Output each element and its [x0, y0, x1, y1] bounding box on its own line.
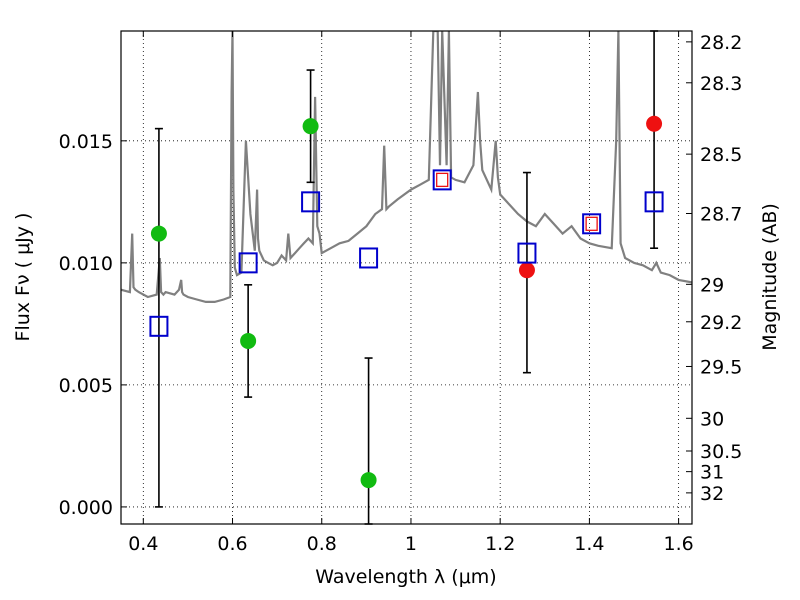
model-flux-square: [517, 242, 537, 264]
magnitude-tick-label: 28.7: [700, 203, 742, 225]
grid-lines: [121, 31, 692, 524]
y-tick-label: 0.010: [59, 253, 113, 275]
plot-frame: [120, 30, 693, 525]
model-flux-square-small: [436, 172, 449, 188]
x-tick-label: 1.2: [485, 533, 515, 555]
model-flux-square: [432, 169, 452, 191]
magnitude-tick-label: 30.5: [700, 441, 742, 463]
x-axis-label: Wavelength λ (μm): [315, 566, 496, 588]
data-point-circle: [646, 115, 663, 132]
magnitude-tick-label: 29.5: [700, 356, 742, 378]
magnitude-tick-label: 28.2: [700, 32, 742, 54]
magnitude-tick-label: 30: [700, 408, 724, 430]
y-tick-label: 0.015: [59, 131, 113, 153]
model-flux-square: [149, 315, 169, 337]
x-tick-label: 0.8: [307, 533, 337, 555]
magnitude-tick-label: 29.2: [700, 312, 742, 334]
x-tick-label: 1: [405, 533, 417, 555]
magnitude-tick-label: 28.3: [700, 73, 742, 95]
model-flux-square: [238, 252, 258, 274]
data-point-circle: [518, 262, 535, 279]
data-point-circle: [150, 225, 167, 242]
model-flux-square: [359, 247, 379, 269]
model-flux-square: [301, 191, 321, 213]
magnitude-tick-label: 28.5: [700, 144, 742, 166]
x-tick-label: 1.6: [664, 533, 694, 555]
spectrum-line: [121, 31, 692, 303]
model-flux-square-small: [585, 216, 598, 231]
model-flux-square: [582, 213, 602, 235]
data-point-circle: [302, 118, 319, 135]
y-tick-label: 0.005: [59, 375, 113, 397]
data-point-circle: [360, 472, 377, 489]
y-axis-label: Flux Fν ( μJy ): [12, 213, 34, 342]
magnitude-tick-label: 32: [700, 483, 724, 505]
magnitude-tick-label: 29: [700, 274, 724, 296]
data-point-circle: [240, 332, 257, 349]
x-tick-labels: 0.4 0.6 0.8 1 1.2 1.4 1.6: [128, 533, 694, 555]
x-tick-label: 0.4: [128, 533, 158, 555]
y-tick-label: 0.000: [59, 497, 113, 519]
axis-ticks: [121, 31, 692, 524]
data-markers: [149, 115, 664, 489]
magnitude-tick-label: 31: [700, 462, 724, 484]
model-spectrum: [121, 31, 692, 303]
y-tick-labels: 0.000 0.005 0.010 0.015: [59, 131, 113, 519]
x-tick-label: 0.6: [217, 533, 247, 555]
right-y-axis-label: Magnitude (AB): [759, 203, 781, 351]
model-flux-square: [644, 191, 664, 213]
x-tick-label: 1.4: [574, 533, 604, 555]
